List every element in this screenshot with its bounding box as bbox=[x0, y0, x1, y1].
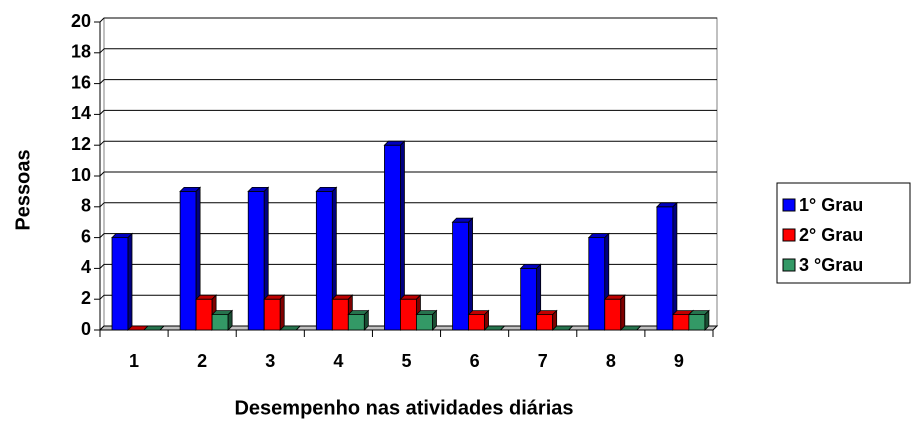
bar-side bbox=[227, 309, 233, 331]
bar-front bbox=[452, 221, 469, 331]
grid-line-side bbox=[99, 171, 105, 177]
bar bbox=[383, 140, 406, 331]
bar-front bbox=[416, 314, 433, 331]
bar-front bbox=[263, 298, 281, 331]
grid-line-side bbox=[99, 17, 105, 23]
legend-label: 3 °Grau bbox=[799, 255, 863, 275]
bar-front bbox=[400, 298, 417, 331]
bar-side bbox=[620, 294, 626, 331]
legend-box bbox=[776, 182, 911, 284]
x-tick-label: 7 bbox=[538, 351, 548, 371]
bar-front bbox=[520, 267, 538, 331]
bar-side bbox=[127, 232, 133, 331]
bar bbox=[415, 309, 438, 331]
x-tick-label: 6 bbox=[470, 351, 480, 371]
bar-side bbox=[159, 325, 165, 331]
bar bbox=[143, 325, 165, 331]
bar-side bbox=[636, 325, 642, 331]
bar-front bbox=[211, 314, 229, 331]
y-tick-label: 2 bbox=[81, 288, 91, 308]
legend-swatch bbox=[782, 228, 796, 242]
y-axis-title: Pessoas bbox=[12, 149, 34, 230]
y-tick-label: 8 bbox=[81, 196, 91, 216]
bar-front bbox=[111, 237, 129, 331]
bar-front bbox=[656, 206, 674, 331]
bar-front bbox=[315, 190, 333, 331]
y-tick-label: 20 bbox=[71, 11, 91, 31]
bar-front bbox=[688, 314, 706, 331]
x-tick-label: 1 bbox=[129, 351, 139, 371]
grid-line-side bbox=[99, 48, 105, 54]
y-tick-label: 0 bbox=[81, 319, 91, 339]
bar-front bbox=[247, 190, 265, 331]
bar bbox=[603, 294, 626, 331]
y-tick-label: 16 bbox=[71, 72, 91, 92]
grid-line-side bbox=[99, 79, 105, 84]
bar-front bbox=[331, 298, 349, 331]
grid-line-side bbox=[99, 294, 105, 300]
x-tick-label: 9 bbox=[674, 351, 684, 371]
x-tick-label: 4 bbox=[333, 351, 343, 371]
y-tick-label: 4 bbox=[81, 257, 91, 277]
y-tick-label: 18 bbox=[71, 42, 91, 62]
bar bbox=[399, 294, 422, 331]
x-axis-title: Desempenho nas atividades diárias bbox=[234, 397, 573, 419]
grid-line-side bbox=[99, 110, 105, 115]
x-tick-label: 3 bbox=[265, 351, 275, 371]
y-tick-label: 12 bbox=[71, 134, 91, 154]
bar bbox=[347, 309, 370, 331]
bar-front bbox=[384, 144, 401, 331]
grid-line-side bbox=[99, 202, 105, 208]
bar-front bbox=[468, 314, 485, 331]
x-tick-label: 5 bbox=[401, 351, 411, 371]
bar bbox=[655, 201, 678, 331]
legend-swatch bbox=[782, 258, 796, 272]
bar-side bbox=[279, 294, 285, 331]
bar-front bbox=[588, 237, 606, 331]
bar-front bbox=[672, 314, 690, 331]
y-tick-label: 10 bbox=[71, 165, 91, 185]
bar-front bbox=[179, 190, 197, 331]
bar bbox=[467, 309, 490, 331]
x-tick-label: 8 bbox=[606, 351, 616, 371]
legend-swatch bbox=[782, 198, 796, 212]
bar bbox=[535, 309, 558, 331]
legend-label: 2° Grau bbox=[799, 225, 863, 245]
bar bbox=[619, 325, 642, 331]
bar-side bbox=[295, 325, 301, 331]
bar-front bbox=[347, 314, 365, 331]
bar-front bbox=[536, 314, 554, 331]
bar bbox=[263, 294, 286, 331]
bar bbox=[483, 325, 506, 331]
x-tick-label: 2 bbox=[197, 351, 207, 371]
bar-side bbox=[568, 325, 573, 331]
bar-front bbox=[195, 298, 213, 331]
bar bbox=[111, 232, 133, 331]
bar bbox=[211, 309, 234, 331]
grid-line-side bbox=[99, 140, 105, 146]
legend-label: 1° Grau bbox=[799, 195, 863, 215]
bar bbox=[279, 325, 302, 331]
bar-side bbox=[704, 309, 710, 331]
bar bbox=[451, 217, 474, 331]
grid-line-side bbox=[99, 264, 105, 269]
bar-front bbox=[604, 298, 622, 331]
bar-side bbox=[363, 309, 369, 331]
bar bbox=[687, 309, 710, 331]
bar-side bbox=[500, 325, 505, 331]
bar bbox=[551, 325, 574, 331]
grid-line-side bbox=[99, 233, 105, 238]
bar-side bbox=[432, 309, 437, 331]
y-tick-label: 14 bbox=[71, 103, 91, 123]
y-tick-label: 6 bbox=[81, 226, 91, 246]
